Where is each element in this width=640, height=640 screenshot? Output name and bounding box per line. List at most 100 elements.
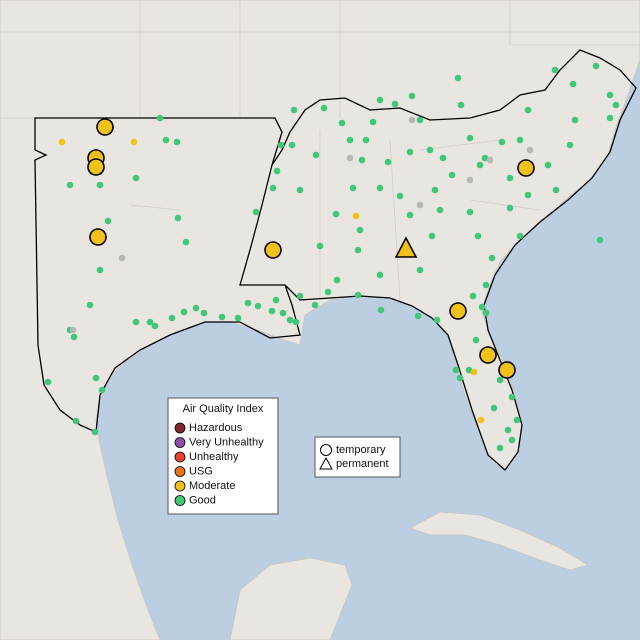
triangle-symbol xyxy=(319,456,333,470)
good-monitor xyxy=(346,136,354,144)
good-monitor xyxy=(338,119,346,127)
good-monitor xyxy=(156,114,164,122)
good-monitor xyxy=(496,444,504,452)
good-monitor xyxy=(496,376,504,384)
monitor-markers xyxy=(44,62,620,452)
good-monitor xyxy=(448,171,456,179)
good-monitor xyxy=(98,386,106,394)
good-monitor xyxy=(377,306,385,314)
good-monitor xyxy=(192,304,200,312)
no-data-monitor xyxy=(486,156,494,164)
good-monitor xyxy=(516,136,524,144)
legend-swatch xyxy=(174,480,186,492)
yucatan xyxy=(229,557,353,640)
good-monitor xyxy=(96,266,104,274)
good-monitor xyxy=(376,271,384,279)
moderate-monitor xyxy=(130,138,138,146)
good-monitor xyxy=(596,236,604,244)
good-monitor xyxy=(416,116,424,124)
good-monitor xyxy=(433,316,441,324)
good-monitor xyxy=(320,104,328,112)
good-monitor xyxy=(311,301,319,309)
good-monitor xyxy=(544,161,552,169)
good-monitor xyxy=(234,314,242,322)
good-monitor xyxy=(218,313,226,321)
good-monitor xyxy=(454,74,462,82)
good-monitor xyxy=(180,308,188,316)
good-monitor xyxy=(151,322,159,330)
moderate-monitor xyxy=(477,416,485,424)
shape-legend-box xyxy=(314,436,401,478)
good-monitor xyxy=(474,232,482,240)
good-monitor xyxy=(132,318,140,326)
no-data-monitor xyxy=(526,146,534,154)
good-monitor xyxy=(456,374,464,382)
cuba xyxy=(409,511,589,571)
good-monitor xyxy=(333,276,341,284)
good-monitor xyxy=(66,181,74,189)
good-monitor xyxy=(268,307,276,315)
good-monitor xyxy=(498,138,506,146)
good-monitor xyxy=(104,217,112,225)
good-monitor xyxy=(244,299,252,307)
good-monitor xyxy=(332,210,340,218)
legend-label: Good xyxy=(189,494,216,506)
good-monitor xyxy=(488,254,496,262)
moderate-temporary xyxy=(96,118,114,136)
moderate-temporary xyxy=(479,346,497,364)
good-monitor xyxy=(571,116,579,124)
legend: Air Quality Index Hazardous Very Unhealth… xyxy=(167,397,279,515)
moderate-temporary xyxy=(264,241,282,259)
good-monitor xyxy=(406,148,414,156)
good-monitor xyxy=(466,134,474,142)
good-monitor xyxy=(384,158,392,166)
no-data-monitor xyxy=(416,201,424,209)
good-monitor xyxy=(469,292,477,300)
good-monitor xyxy=(472,336,480,344)
legend-swatch xyxy=(174,422,186,434)
no-data-monitor xyxy=(408,116,416,124)
shape-label: permanent xyxy=(336,458,389,470)
good-monitor xyxy=(431,186,439,194)
good-monitor xyxy=(168,314,176,322)
good-monitor xyxy=(504,426,512,434)
good-monitor xyxy=(606,114,614,122)
good-monitor xyxy=(254,302,262,310)
good-monitor xyxy=(92,374,100,382)
good-monitor xyxy=(162,136,170,144)
good-monitor xyxy=(292,318,300,326)
good-monitor xyxy=(490,404,498,412)
good-monitor xyxy=(508,393,516,401)
good-monitor xyxy=(174,214,182,222)
good-monitor xyxy=(173,138,181,146)
good-monitor xyxy=(466,208,474,216)
legend-label: Unhealthy xyxy=(189,451,239,463)
good-monitor xyxy=(324,288,332,296)
good-monitor xyxy=(592,62,600,70)
good-monitor xyxy=(200,309,208,317)
good-monitor xyxy=(416,266,424,274)
legend-label: Hazardous xyxy=(189,422,243,434)
good-monitor xyxy=(86,301,94,309)
good-monitor xyxy=(482,309,490,317)
moderate-temporary xyxy=(449,302,467,320)
moderate-monitor xyxy=(470,368,478,376)
legend-swatch xyxy=(174,495,186,506)
good-monitor xyxy=(506,174,514,182)
good-monitor xyxy=(396,192,404,200)
no-data-monitor xyxy=(346,154,354,162)
moderate-permanent xyxy=(394,236,418,258)
good-monitor xyxy=(606,91,614,99)
legend-title: Air Quality Index xyxy=(183,403,264,415)
legend-label: Moderate xyxy=(189,480,235,492)
good-monitor xyxy=(91,428,99,436)
good-monitor xyxy=(478,303,486,311)
moderate-monitor xyxy=(58,138,66,146)
good-monitor xyxy=(279,309,287,317)
no-data-monitor xyxy=(118,254,126,262)
good-monitor xyxy=(132,174,140,182)
good-monitor xyxy=(358,156,366,164)
no-data-monitor xyxy=(69,326,77,334)
moderate-temporary xyxy=(517,159,535,177)
good-monitor xyxy=(290,106,298,114)
